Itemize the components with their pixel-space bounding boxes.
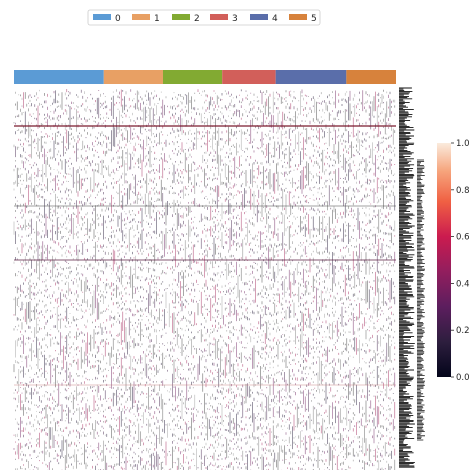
legend: 0 1 2 3 4 5 [87, 9, 321, 26]
legend-label: 3 [232, 14, 238, 24]
colorbar: 0.0 0.2 0.4 0.6 0.8 1.0 [437, 139, 470, 383]
row-label-marks-secondary [417, 159, 425, 441]
colorbar-tick-label: 0.0 [456, 373, 470, 383]
legend-label: 4 [272, 14, 278, 24]
group-segment [14, 70, 104, 84]
legend-label: 0 [115, 14, 121, 24]
heatmap-cell-group [13, 89, 396, 470]
group-segment [275, 70, 347, 84]
colorbar-tick-label: 1.0 [456, 139, 470, 149]
legend-label: 1 [154, 14, 160, 24]
colorbar-tick-label: 0.4 [456, 279, 470, 289]
legend-swatch [172, 14, 190, 20]
group-segment [346, 70, 396, 84]
heatmap-cell-group [13, 89, 396, 470]
legend-swatch [289, 14, 307, 20]
colorbar-tick-label: 0.2 [456, 326, 470, 336]
colorbar-tick-label: 0.8 [456, 186, 470, 196]
heatmap-cell-group [15, 89, 396, 470]
legend-label: 5 [311, 14, 317, 24]
group-segment [103, 70, 163, 84]
heatmap-cell-group [15, 89, 396, 470]
heatmap-cell-group [13, 89, 396, 470]
heatmap-cell-group [13, 90, 396, 470]
legend-box [87, 9, 321, 26]
row-label-marks [399, 87, 415, 468]
legend-swatch [250, 14, 268, 20]
group-color-bar [14, 70, 396, 84]
colorbar-gradient [437, 143, 451, 377]
legend-label: 2 [194, 14, 200, 24]
heatmap-cell-group [13, 89, 396, 470]
group-segment [222, 70, 276, 84]
legend-swatch [93, 14, 111, 20]
heatmap-cells [13, 89, 396, 470]
row-labels [399, 87, 425, 468]
colorbar-tick-label: 0.6 [456, 233, 470, 243]
legend-swatch [210, 14, 228, 20]
group-segment [162, 70, 223, 84]
legend-swatch [132, 14, 150, 20]
